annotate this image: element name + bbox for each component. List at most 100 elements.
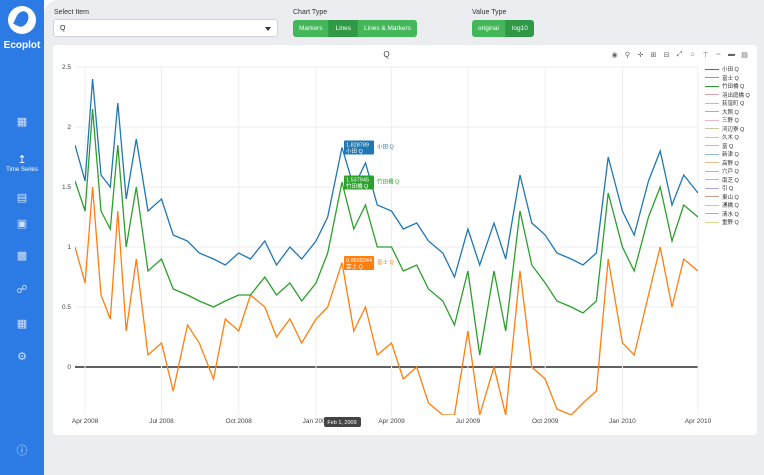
autoscale-icon[interactable]: ⤢ (676, 51, 683, 58)
value-type-log10-button[interactable]: log10 (505, 20, 534, 37)
y-tick-label: 2.5 (62, 64, 71, 71)
chart-card: Q 2.5 2 1.5 1 0.5 0 Apr 2008 Jul 2008 Oct 2008 Jan… (53, 45, 757, 435)
chart-toolbar: ◉ ⚲ ✛ ⊞ ⊟ ⤢ ⌂ ⊤ ⇔ ▬ ▤ (610, 51, 749, 59)
legend-item[interactable]: 湧橋 Q (705, 201, 750, 210)
compare-hover-icon[interactable]: ⇔ (715, 51, 722, 58)
legend-item[interactable]: 羽出庭橋 Q (705, 91, 750, 100)
logo-icon (8, 6, 36, 34)
chart-legend: 小田 Q 富士 Q 竹田橋 Q 羽出庭橋 Q 荻窪町 Q 大照 Q 三野 Q 河辺寮 Q 久木 … (705, 65, 750, 227)
x-tick-label: Apr 2009 (378, 418, 405, 425)
y-tick-label: 0 (67, 364, 71, 371)
chart-type-lines-markers-button[interactable]: Lines & Markers (358, 20, 417, 37)
legend-item[interactable]: 富士 Q (705, 74, 750, 83)
hover-series: 竹田橋 Q (346, 182, 369, 190)
legend-item[interactable]: 大照 Q (705, 108, 750, 117)
y-tick-label: 2 (67, 124, 71, 131)
zoom-in-icon[interactable]: ⊞ (650, 52, 657, 59)
chart-title: Q (383, 50, 389, 59)
legend-swatch (705, 77, 719, 79)
legend-swatch (705, 204, 719, 206)
legend-swatch (705, 196, 719, 198)
legend-item[interactable]: 荻窪町 Q (705, 99, 750, 108)
x-tick-label: Jul 2008 (149, 418, 174, 425)
legend-swatch (705, 128, 719, 130)
legend-label: 三野 Q (722, 118, 739, 125)
legend-label: 高野 Q (722, 160, 739, 167)
pan-icon[interactable]: ✛ (637, 52, 644, 59)
legend-label: 富士 Q (722, 75, 739, 82)
hover-x-label: Feb 1, 2009 (327, 420, 356, 426)
legend-label: 南芝 Q (722, 177, 739, 184)
legend-item[interactable]: 竹田橋 Q (705, 82, 750, 91)
legend-swatch (705, 94, 719, 96)
gear-icon[interactable]: ⚙ (17, 350, 27, 363)
value-type-label: Value Type (472, 9, 507, 16)
legend-item[interactable]: 東山 Q (705, 193, 750, 202)
legend-swatch (705, 170, 719, 172)
legend-item[interactable]: 小田 Q (705, 65, 750, 74)
legend-swatch (705, 85, 719, 87)
y-tick-label: 0.5 (62, 304, 71, 311)
legend-item[interactable]: 三野 Q (705, 116, 750, 125)
legend-label: 小田 Q (722, 67, 739, 74)
legend-swatch (705, 187, 719, 189)
item-select-value: Q (60, 25, 66, 32)
spike-lines-icon[interactable]: ⊤ (702, 52, 709, 59)
item-select[interactable]: Q (53, 19, 278, 37)
legend-item[interactable]: 久木 Q (705, 133, 750, 142)
hover-box (344, 255, 374, 270)
time-series-chart[interactable]: Q 2.5 2 1.5 1 0.5 0 Apr 2008 Jul 2008 Oct 2008 Jan… (53, 45, 757, 435)
chart-type-markers-button[interactable]: Markers (293, 20, 330, 37)
legend-label: 穴戸 Q (722, 169, 739, 176)
legend-item[interactable]: 南芝 Q (705, 176, 750, 185)
info-icon[interactable]: ⓘ (16, 445, 28, 457)
table-icon[interactable]: ▦ (16, 317, 28, 330)
x-tick-label: Apr 2008 (72, 418, 99, 425)
map-icon[interactable]: ▦ (16, 115, 28, 128)
legend-label: 東山 Q (722, 194, 739, 201)
grid-icon[interactable]: ▩ (16, 249, 28, 262)
legend-label: 大照 Q (722, 109, 739, 116)
legend-item[interactable]: 重野 Q (705, 218, 750, 227)
value-type-group: original log10 (472, 20, 534, 37)
legend-item[interactable]: 富 Q (705, 142, 750, 151)
value-type-original-button[interactable]: original (472, 20, 506, 37)
legend-label: 新津 Q (722, 152, 739, 159)
legend-swatch (705, 145, 719, 147)
legend-item[interactable]: 穴戸 Q (705, 167, 750, 176)
legend-item[interactable]: 新津 Q (705, 150, 750, 159)
hover-series: 小田 Q (346, 147, 364, 155)
closest-hover-icon[interactable]: ▬ (728, 51, 735, 58)
x-tick-label: Jul 2009 (456, 418, 481, 425)
home-icon[interactable]: ⌂ (690, 51, 695, 58)
legend-label: 羽出庭橋 Q (722, 92, 750, 99)
legend-item[interactable]: 引 Q (705, 184, 750, 193)
document-icon[interactable]: ▤ (16, 191, 28, 204)
legend-swatch (705, 213, 719, 215)
legend-swatch (705, 102, 719, 104)
legend-item[interactable]: 河辺寮 Q (705, 125, 750, 134)
legend-item[interactable]: 清水 Q (705, 210, 750, 219)
chart-type-lines-button[interactable]: Lines (329, 20, 359, 37)
legend-swatch (705, 153, 719, 155)
zoom-icon[interactable]: ⚲ (624, 52, 631, 59)
legend-swatch (705, 221, 719, 223)
legend-item[interactable]: 高野 Q (705, 159, 750, 168)
chart-line-icon: ↥ (17, 154, 27, 166)
plotly-logo-icon[interactable]: ▤ (741, 52, 748, 59)
camera-icon[interactable]: ◉ (611, 52, 618, 59)
chart-type-label: Chart Type (293, 9, 328, 16)
sidebar: Ecoplot ▦ ↥ Time Series ▤ ▣ ▩ ☍ ▦ ⚙ ⓘ (0, 0, 44, 475)
nav-time-series[interactable]: ↥ Time Series (0, 146, 44, 180)
legend-label: 湧橋 Q (722, 203, 739, 210)
calculator-icon[interactable]: ▣ (16, 217, 28, 230)
zoom-out-icon[interactable]: ⊟ (663, 52, 670, 59)
network-icon[interactable]: ☍ (16, 283, 28, 296)
chevron-down-icon (265, 27, 271, 31)
series-line-1 (75, 186, 698, 415)
legend-label: 富 Q (722, 143, 734, 150)
x-tick-label: Jan 2009 (303, 418, 330, 425)
legend-swatch (705, 111, 719, 113)
hover-value: 1.537945 (346, 177, 369, 183)
